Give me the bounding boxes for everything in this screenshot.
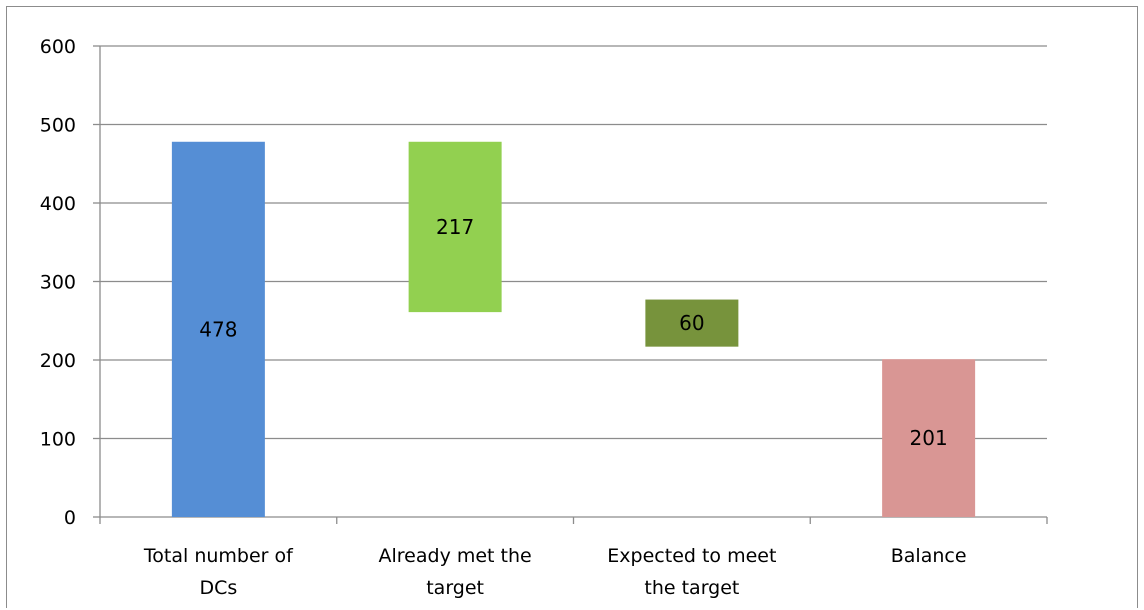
y-tick-label: 300 [40, 272, 76, 294]
y-tick-label: 0 [64, 507, 76, 529]
bar [171, 141, 265, 517]
x-category-label: Balance [891, 545, 967, 567]
chart-area: 0 100 200 300 400 500 600 478 Total number of DC… [6, 6, 1138, 608]
data-label: 217 [436, 215, 474, 239]
data-label: 478 [199, 317, 237, 341]
y-tick-label: 600 [40, 36, 76, 58]
x-category-label: Already met the [379, 545, 532, 567]
data-label: 60 [679, 311, 704, 335]
bars [171, 141, 976, 517]
x-category-label: Expected to meet [607, 545, 776, 567]
bar [408, 141, 502, 313]
x-category-label: DCs [199, 577, 237, 599]
bar [645, 299, 739, 347]
labels: 478 Total number of DCs 217 Already met the t… [143, 215, 967, 599]
axes: 0 100 200 300 400 500 600 [40, 36, 1048, 529]
y-tick-label: 200 [40, 350, 76, 372]
x-category-label: the target [644, 577, 739, 599]
bar [882, 359, 976, 517]
y-tick-label: 400 [40, 193, 76, 215]
data-label: 201 [910, 426, 948, 450]
waterfall-chart: 0 100 200 300 400 500 600 478 Total number of DC… [40, 36, 1048, 599]
x-category-label: target [426, 577, 484, 599]
y-tick-label: 500 [40, 115, 76, 137]
y-tick-label: 100 [40, 429, 76, 451]
x-category-label: Total number of [143, 545, 294, 567]
